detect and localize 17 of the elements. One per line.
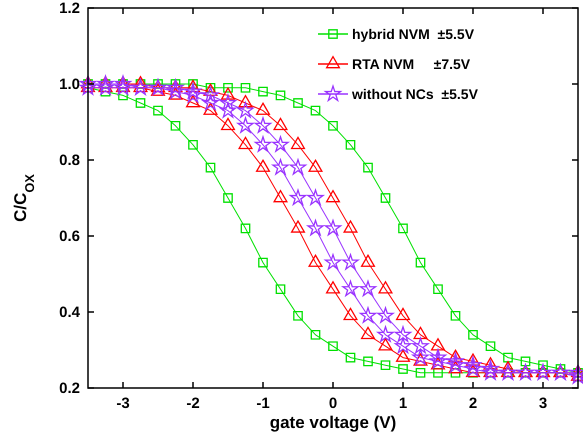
y-tick-label: 0.2 (59, 380, 80, 397)
y-tick-label: 0.6 (59, 228, 80, 245)
x-tick-label: -2 (186, 395, 200, 412)
x-axis-title: gate voltage (V) (270, 413, 396, 432)
y-tick-label: 0.4 (59, 304, 81, 321)
x-tick-label: -3 (116, 395, 130, 412)
legend-label: RTA NVM ±7.5V (352, 56, 471, 72)
x-tick-label: 2 (468, 395, 478, 412)
x-tick-label: 3 (538, 395, 548, 412)
x-tick-label: 1 (398, 395, 408, 412)
legend-label: hybrid NVM ±5.5V (352, 26, 475, 42)
x-tick-label: -1 (256, 395, 270, 412)
y-tick-label: 1.2 (59, 0, 80, 17)
legend-label: without NCs ±5.5V (351, 86, 479, 102)
y-tick-label: 0.8 (59, 152, 80, 169)
x-tick-label: 0 (328, 395, 338, 412)
y-tick-label: 1.0 (59, 76, 80, 93)
